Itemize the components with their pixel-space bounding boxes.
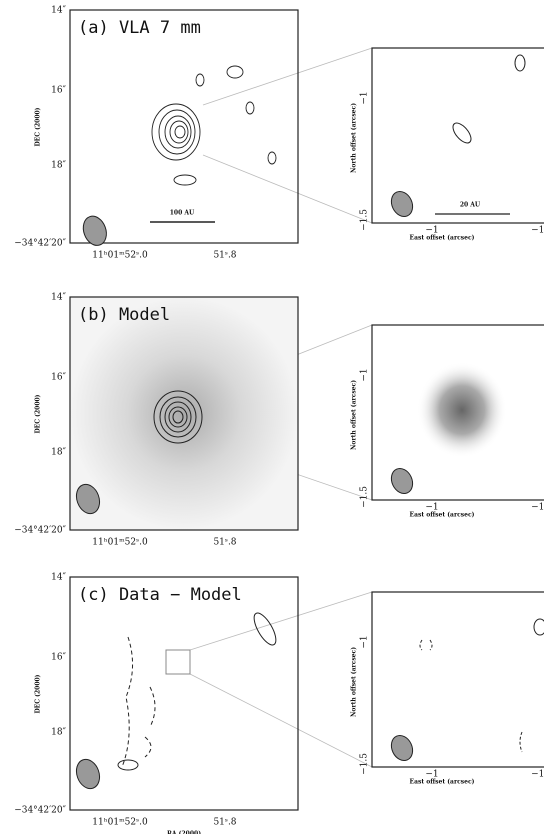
y-axis-label: DEC (2000) — [35, 674, 42, 713]
left-frame — [70, 10, 298, 243]
zoom-line — [203, 155, 372, 223]
zoom-box — [166, 650, 190, 674]
contour — [174, 175, 196, 185]
figure: (a) VLA 7 mm 14″ 16″ 18″ −34°42′20″ DEC (2000… — [0, 0, 544, 834]
y-tick-label: 16″ — [51, 653, 66, 663]
y-tick-label: 16″ — [51, 373, 66, 383]
y-axis-label: North offset (arcsec) — [351, 103, 358, 173]
x-tick-label: −1.5 — [531, 770, 544, 780]
x-tick-label: −1.5 — [531, 226, 544, 236]
panel-label: (a) VLA 7 mm — [78, 18, 201, 38]
model-zoom — [417, 362, 507, 458]
x-tick-label: 51ˢ.8 — [213, 538, 236, 548]
y-tick-label: −1 — [360, 635, 370, 648]
contour — [450, 120, 475, 146]
scale-bar-label: 20 AU — [460, 202, 481, 209]
y-tick-label: −34°42′20″ — [14, 806, 66, 816]
scale-bar-label: 100 AU — [170, 210, 195, 217]
beam — [73, 756, 104, 792]
panel-row: (a) VLA 7 mm 14″ 16″ 18″ −34°42′20″ DEC (2000… — [14, 6, 544, 261]
y-axis-label: DEC (2000) — [35, 107, 42, 146]
y-tick-label: −1 — [360, 368, 370, 381]
y-axis-label: DEC (2000) — [35, 394, 42, 433]
y-axis-label: North offset (arcsec) — [351, 647, 358, 717]
contour — [534, 619, 544, 635]
x-tick-label: 11ʰ01ᵐ52ˢ.0 — [92, 538, 148, 548]
panel-row: (c) Data − Model 14″ 16″ 18″ −34°42′20″ DEC (… — [14, 573, 544, 834]
y-tick-label: 18″ — [51, 161, 66, 171]
y-tick-label: −1 — [360, 91, 370, 104]
contour — [227, 66, 243, 78]
contour — [250, 610, 280, 648]
y-tick-label: 14″ — [51, 6, 66, 16]
zoom-line — [203, 48, 372, 105]
beam — [387, 465, 416, 497]
x-tick-label: 11ʰ01ᵐ52ˢ.0 — [92, 818, 148, 828]
y-tick-label: 14″ — [51, 293, 66, 303]
x-tick-label: −1.5 — [531, 503, 544, 513]
x-tick-label: 11ʰ01ᵐ52ˢ.0 — [92, 251, 148, 261]
contour — [268, 152, 276, 164]
page: (a) VLA 7 mm 14″ 16″ 18″ −34°42′20″ DEC (2000… — [0, 0, 544, 834]
y-axis-label: North offset (arcsec) — [351, 380, 358, 450]
panel-label: (c) Data − Model — [78, 585, 242, 605]
y-tick-label: 16″ — [51, 86, 66, 96]
y-tick-label: −1.5 — [360, 209, 370, 231]
x-tick-label: 51ˢ.8 — [213, 251, 236, 261]
beam — [387, 732, 416, 764]
y-tick-label: −1.5 — [360, 753, 370, 775]
contour — [515, 55, 525, 71]
y-tick-label: −1.5 — [360, 486, 370, 508]
model-image — [70, 297, 298, 530]
x-axis-label: RA (2000) — [167, 831, 201, 834]
contour — [196, 74, 204, 86]
x-axis-label: East offset (arcsec) — [410, 235, 475, 242]
negative-contour — [420, 640, 522, 752]
contour — [246, 102, 254, 114]
y-tick-label: −34°42′20″ — [14, 239, 66, 249]
contour — [118, 760, 138, 770]
y-tick-label: 18″ — [51, 448, 66, 458]
x-tick-label: 51ˢ.8 — [213, 818, 236, 828]
x-axis-label: East offset (arcsec) — [410, 779, 475, 786]
left-frame — [70, 577, 298, 810]
contour — [175, 126, 185, 138]
x-axis-label: East offset (arcsec) — [410, 512, 475, 519]
zoom-line — [190, 674, 372, 767]
y-tick-label: 14″ — [51, 573, 66, 583]
negative-contour — [122, 637, 155, 767]
y-tick-label: 18″ — [51, 728, 66, 738]
panel-label: (b) Model — [78, 305, 170, 325]
contour — [159, 110, 195, 154]
y-tick-label: −34°42′20″ — [14, 526, 66, 536]
beam — [387, 188, 416, 220]
panel-row: (b) Model 14″ 16″ 18″ −34°42′20″ DEC (2000) 11… — [14, 293, 544, 548]
